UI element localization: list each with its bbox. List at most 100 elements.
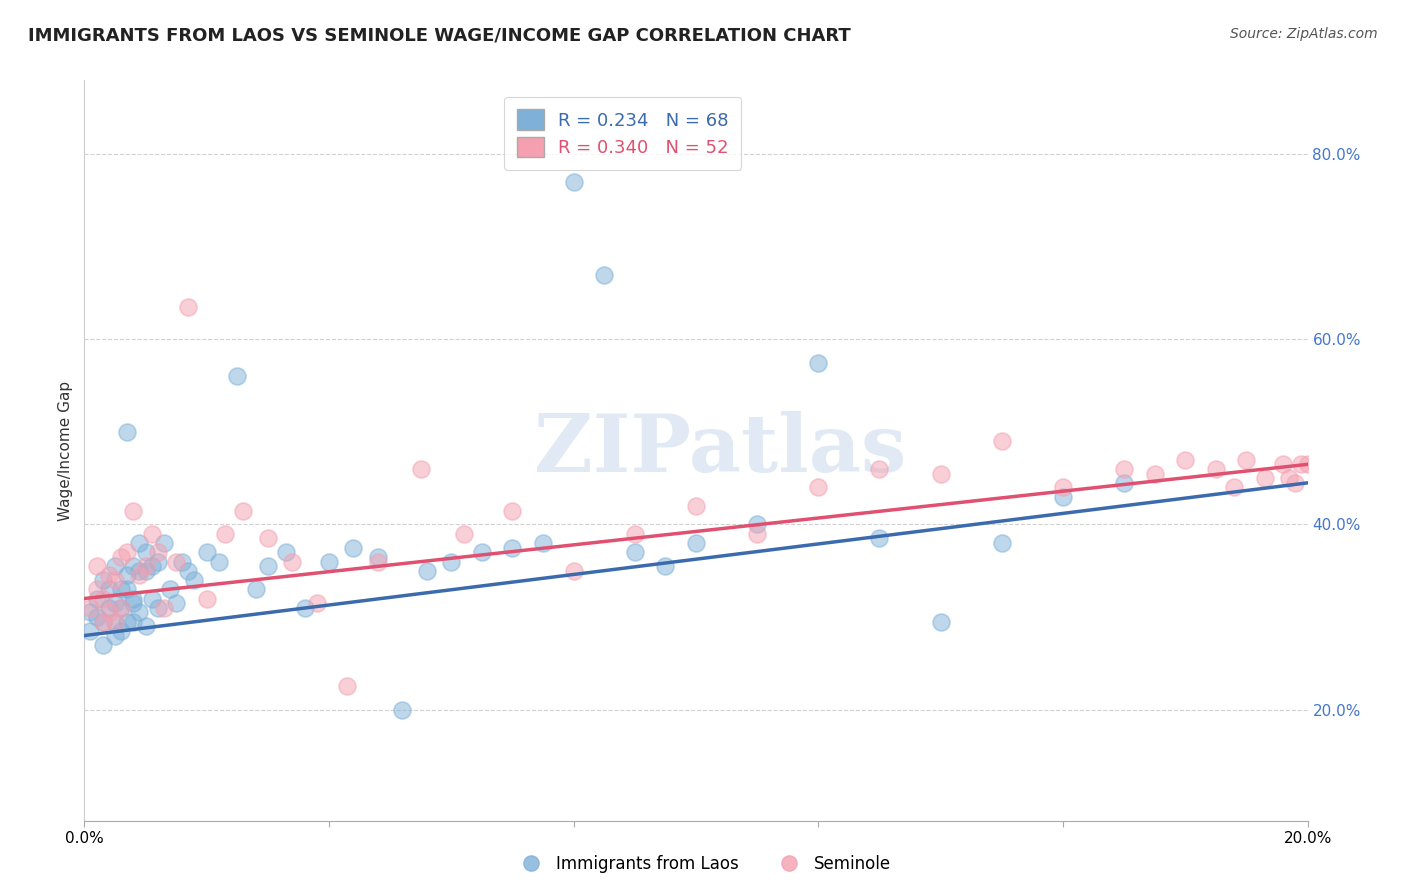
Point <box>110 600 132 615</box>
Point <box>135 559 157 574</box>
Point <box>336 680 359 694</box>
Point <box>141 559 163 574</box>
Point <box>195 545 218 559</box>
Point <box>929 615 952 629</box>
Point <box>104 615 127 629</box>
Point <box>110 624 132 638</box>
Point <box>91 638 114 652</box>
Point <box>807 355 830 369</box>
Point <box>146 555 169 569</box>
Point <box>531 536 554 550</box>
Point <box>104 615 127 629</box>
Point <box>1223 480 1246 494</box>
Point <box>654 559 676 574</box>
Point <box>177 564 200 578</box>
Point <box>367 549 389 564</box>
Point <box>232 503 254 517</box>
Point <box>226 369 249 384</box>
Point <box>115 568 138 582</box>
Point <box>991 434 1014 449</box>
Point <box>391 703 413 717</box>
Point <box>104 573 127 587</box>
Point <box>624 545 647 559</box>
Point <box>104 596 127 610</box>
Point <box>257 532 280 546</box>
Point <box>97 568 120 582</box>
Point <box>135 545 157 559</box>
Point <box>86 610 108 624</box>
Point <box>1114 462 1136 476</box>
Point <box>122 596 145 610</box>
Point <box>276 545 298 559</box>
Point <box>1052 480 1074 494</box>
Point <box>128 606 150 620</box>
Point <box>747 526 769 541</box>
Y-axis label: Wage/Income Gap: Wage/Income Gap <box>58 380 73 521</box>
Point <box>257 559 280 574</box>
Point <box>991 536 1014 550</box>
Text: Source: ZipAtlas.com: Source: ZipAtlas.com <box>1230 27 1378 41</box>
Point <box>453 526 475 541</box>
Point <box>165 555 187 569</box>
Point <box>79 606 101 620</box>
Point <box>807 480 830 494</box>
Point <box>86 591 108 606</box>
Point <box>593 268 616 282</box>
Point <box>153 600 176 615</box>
Point <box>1278 471 1301 485</box>
Point <box>685 499 707 513</box>
Point <box>86 582 108 597</box>
Point <box>281 555 304 569</box>
Text: ZIPatlas: ZIPatlas <box>534 411 907 490</box>
Point <box>183 573 205 587</box>
Point <box>110 582 132 597</box>
Point <box>177 300 200 314</box>
Point <box>502 503 524 517</box>
Point <box>97 582 120 597</box>
Point <box>214 526 236 541</box>
Point <box>115 582 138 597</box>
Point <box>869 532 891 546</box>
Point <box>79 624 101 638</box>
Point <box>128 568 150 582</box>
Point <box>1114 475 1136 490</box>
Point <box>122 591 145 606</box>
Point <box>115 615 138 629</box>
Point <box>305 596 328 610</box>
Point <box>1291 458 1313 472</box>
Point <box>97 600 120 615</box>
Point <box>562 175 585 189</box>
Point <box>91 573 114 587</box>
Point <box>318 555 340 569</box>
Point <box>471 545 494 559</box>
Point <box>146 600 169 615</box>
Point <box>245 582 267 597</box>
Point <box>342 541 364 555</box>
Point <box>195 591 218 606</box>
Point <box>685 536 707 550</box>
Point <box>91 615 114 629</box>
Point <box>86 559 108 574</box>
Point <box>110 549 132 564</box>
Point <box>141 591 163 606</box>
Point <box>172 555 194 569</box>
Point <box>208 555 231 569</box>
Point <box>440 555 463 569</box>
Legend: R = 0.234   N = 68, R = 0.340   N = 52: R = 0.234 N = 68, R = 0.340 N = 52 <box>503 96 741 170</box>
Point <box>146 545 169 559</box>
Point <box>1296 458 1319 472</box>
Point <box>1174 452 1197 467</box>
Point <box>128 564 150 578</box>
Point <box>624 526 647 541</box>
Point <box>1272 458 1295 472</box>
Point <box>79 600 101 615</box>
Point <box>91 615 114 629</box>
Point <box>104 559 127 574</box>
Point <box>128 536 150 550</box>
Point <box>122 559 145 574</box>
Point <box>1284 475 1306 490</box>
Point <box>135 619 157 633</box>
Point <box>122 503 145 517</box>
Point <box>115 425 138 439</box>
Point <box>159 582 181 597</box>
